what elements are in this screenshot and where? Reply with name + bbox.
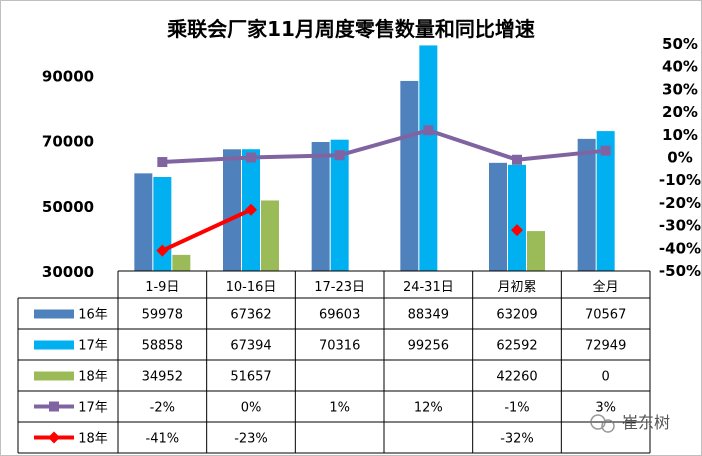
marker-square-17年 bbox=[512, 154, 522, 165]
legend-label: 18年 bbox=[78, 370, 108, 385]
category-label: 17-23日 bbox=[314, 280, 365, 295]
right-axis-tick-label: 30% bbox=[662, 80, 698, 98]
legend-key-marker bbox=[49, 401, 59, 412]
left-axis-tick-label: 70000 bbox=[42, 133, 94, 151]
legend-key-16年 bbox=[34, 309, 74, 319]
category-label: 月初累 bbox=[497, 280, 536, 295]
data-label: 67394 bbox=[230, 339, 271, 354]
data-label: 99256 bbox=[408, 339, 449, 354]
bar-16年-1-9日 bbox=[134, 173, 153, 271]
data-label: 67362 bbox=[230, 308, 271, 323]
marker-square-17年 bbox=[157, 157, 168, 168]
right-axis-tick-label: -40% bbox=[659, 239, 701, 257]
marker-square-17年 bbox=[334, 150, 345, 161]
category-label: 24-31日 bbox=[403, 280, 454, 295]
line-segment-18年 bbox=[160, 207, 253, 253]
bar-17年-1-9日 bbox=[153, 177, 172, 271]
watermark-text: 崔东树 bbox=[622, 413, 670, 432]
data-label: 70567 bbox=[585, 308, 626, 323]
legend-key-17年 bbox=[34, 340, 74, 350]
data-label: 0% bbox=[241, 401, 262, 416]
marker-diamond-18年 bbox=[156, 244, 169, 257]
legend-key-marker bbox=[48, 431, 60, 444]
bar-18年-10-16日 bbox=[261, 200, 279, 271]
data-table bbox=[17, 270, 651, 454]
data-label: 3% bbox=[595, 401, 616, 416]
data-label: 70316 bbox=[319, 339, 360, 354]
data-label: 88349 bbox=[408, 308, 449, 323]
data-label: -41% bbox=[146, 432, 180, 447]
wechat-icon bbox=[590, 414, 606, 430]
legend-label: 17年 bbox=[78, 401, 108, 416]
marker-square-17年 bbox=[246, 152, 256, 163]
marker-square-17年 bbox=[600, 145, 611, 156]
bar-17年-全月 bbox=[596, 131, 615, 271]
right-axis-tick-label: 10% bbox=[662, 126, 698, 144]
data-label: 34952 bbox=[142, 370, 183, 385]
data-label: -2% bbox=[150, 401, 175, 416]
category-label: 1-9日 bbox=[145, 280, 179, 295]
bar-16年-24-31日 bbox=[400, 80, 419, 271]
data-label: 0 bbox=[602, 370, 610, 385]
right-axis-tick-label: -20% bbox=[659, 194, 701, 212]
left-axis-tick-label: 30000 bbox=[42, 263, 94, 281]
category-label: 全月 bbox=[593, 279, 619, 295]
data-label: 62592 bbox=[496, 339, 537, 354]
data-label: 69603 bbox=[319, 308, 360, 323]
marker-diamond-18年 bbox=[245, 203, 257, 216]
left-axis-tick-label: 50000 bbox=[42, 198, 94, 216]
marker-diamond-18年 bbox=[511, 224, 523, 237]
line-segment-17年 bbox=[160, 155, 253, 165]
line-segment-17年 bbox=[249, 153, 342, 160]
watermark bbox=[590, 414, 615, 433]
right-axis-tick-label: -10% bbox=[659, 171, 701, 189]
data-label: 72949 bbox=[585, 339, 626, 354]
line-segment-17年 bbox=[426, 128, 519, 162]
right-axis-tick-label: 20% bbox=[662, 103, 698, 121]
data-label: 1% bbox=[329, 401, 350, 416]
data-label: 58858 bbox=[142, 339, 183, 354]
bar-16年-17-23日 bbox=[311, 142, 330, 271]
line-segment-17年 bbox=[337, 128, 431, 158]
bar-17年-24-31日 bbox=[419, 45, 438, 272]
chart-title: 乘联会厂家11月周度零售数量和同比增速 bbox=[166, 17, 535, 41]
data-label: 12% bbox=[414, 401, 443, 416]
line-segment-17年 bbox=[515, 148, 608, 162]
bar-16年-月初累 bbox=[489, 162, 507, 271]
wechat-icon bbox=[601, 419, 615, 433]
category-label: 10-16日 bbox=[226, 280, 277, 295]
data-label: -32% bbox=[500, 432, 534, 447]
data-label: 42260 bbox=[496, 370, 537, 385]
legend-key-18年 bbox=[34, 371, 74, 381]
bar-18年-月初累 bbox=[527, 231, 545, 271]
bar-16年-全月 bbox=[577, 138, 596, 271]
right-axis-tick-label: 40% bbox=[662, 58, 698, 76]
legend-label: 17年 bbox=[78, 339, 108, 354]
right-axis-tick-label: 0% bbox=[667, 149, 692, 167]
bar-16年-10-16日 bbox=[223, 149, 241, 271]
left-axis-tick-label: 90000 bbox=[42, 68, 94, 86]
data-label: 51657 bbox=[230, 370, 271, 385]
data-label: 59978 bbox=[142, 308, 183, 323]
bar-17年-月初累 bbox=[508, 164, 526, 271]
legend-label: 18年 bbox=[78, 432, 108, 447]
right-axis-tick-label: -50% bbox=[659, 262, 701, 280]
bar-17年-17-23日 bbox=[330, 139, 349, 271]
data-label: 63209 bbox=[496, 308, 537, 323]
data-label: -1% bbox=[504, 401, 529, 416]
bar-18年-1-9日 bbox=[172, 254, 191, 271]
right-axis-tick-label: 50% bbox=[662, 35, 698, 53]
data-label: -23% bbox=[234, 432, 268, 447]
marker-square-17年 bbox=[423, 125, 434, 136]
right-axis-tick-label: -30% bbox=[659, 217, 701, 235]
legend-label: 16年 bbox=[78, 308, 108, 323]
